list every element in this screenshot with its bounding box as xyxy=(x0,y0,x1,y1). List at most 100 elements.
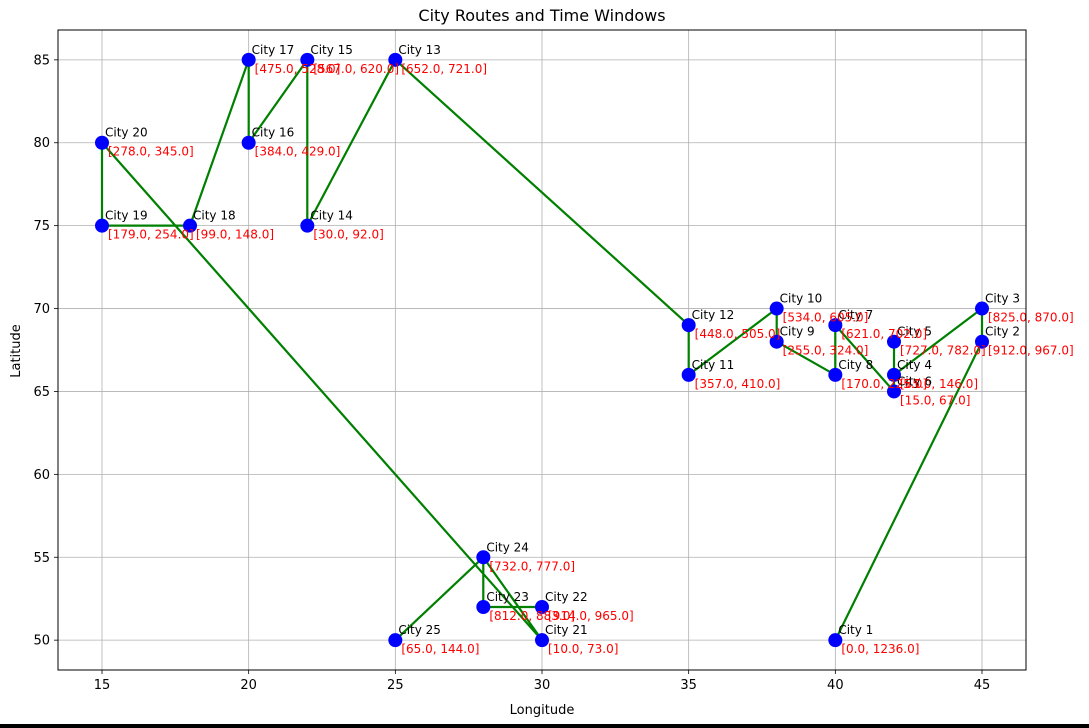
time-window-label: [30.0, 92.0] xyxy=(313,228,383,242)
x-axis-label: Longitude xyxy=(510,703,575,718)
time-window-label: [170.0, 225.0] xyxy=(841,377,927,391)
city-point xyxy=(241,52,256,67)
time-window-label: [357.0, 410.0] xyxy=(695,377,781,391)
city-point xyxy=(887,384,901,399)
city-point xyxy=(300,52,315,67)
time-window-label: [0.0, 1236.0] xyxy=(841,642,919,656)
city-points xyxy=(95,52,989,648)
time-window-label: [825.0, 870.0] xyxy=(988,311,1074,325)
city-point xyxy=(95,218,109,233)
city-point xyxy=(769,301,784,316)
city-point xyxy=(975,301,989,316)
city-name-label: City 25 xyxy=(398,623,441,637)
city-name-label: City 7 xyxy=(838,308,873,322)
time-window-label: [448.0, 505.0] xyxy=(695,327,781,341)
city-point xyxy=(975,334,989,349)
city-point xyxy=(183,218,197,233)
y-tick-label: 50 xyxy=(33,634,50,649)
time-window-label: [812.0, 883.0] xyxy=(489,609,575,623)
chart-title: City Routes and Time Windows xyxy=(418,6,665,25)
y-tick-label: 65 xyxy=(33,385,50,400)
city-name-label: City 12 xyxy=(692,308,735,322)
route-line xyxy=(394,556,485,642)
city-name-label: City 10 xyxy=(780,292,823,306)
city-point xyxy=(887,334,901,349)
time-window-label: [534.0, 605.0] xyxy=(783,311,869,325)
city-name-label: City 11 xyxy=(692,358,735,372)
city-name-label: City 23 xyxy=(486,590,529,604)
x-tick-label: 25 xyxy=(387,678,404,693)
time-window-label: [912.0, 967.0] xyxy=(988,344,1074,358)
time-window-label: [475.0, 528.0] xyxy=(255,62,341,76)
time-window-label: [384.0, 429.0] xyxy=(255,145,341,159)
city-name-label: City 13 xyxy=(398,43,441,57)
city-point xyxy=(300,218,315,233)
grid-lines xyxy=(58,30,1026,670)
x-tick-label: 20 xyxy=(240,678,257,693)
axis-ticks: 15 20 25 30 35 40 45 50 55 60 65 70 75 80 85 xyxy=(33,53,990,693)
x-tick-label: 15 xyxy=(94,678,111,693)
city-point xyxy=(535,633,549,648)
y-tick-label: 75 xyxy=(33,219,50,234)
time-window-label: [99.0, 148.0] xyxy=(196,228,274,242)
city-name-label: City 15 xyxy=(310,43,353,57)
city-labels: City 1 [0.0, 1236.0] City 2 [912.0, 967.0] C… xyxy=(105,43,1074,656)
city-point xyxy=(241,135,256,150)
time-window-label: [727.0, 782.0] xyxy=(900,344,986,358)
city-point xyxy=(388,52,403,67)
time-window-label: [278.0, 345.0] xyxy=(108,145,194,159)
city-point xyxy=(476,550,491,565)
x-tick-label: 40 xyxy=(827,678,844,693)
time-window-label: [65.0, 146.0] xyxy=(900,377,978,391)
time-window-label: [179.0, 254.0] xyxy=(108,228,194,242)
city-point xyxy=(535,599,549,614)
city-point xyxy=(828,318,843,333)
city-name-label: City 21 xyxy=(545,623,588,637)
y-tick-label: 60 xyxy=(33,468,50,483)
time-window-label: [567.0, 620.0] xyxy=(313,62,399,76)
time-window-label: [732.0, 777.0] xyxy=(489,559,575,573)
city-point xyxy=(476,599,491,614)
time-window-label: [621.0, 702.0] xyxy=(841,327,927,341)
city-name-label: City 24 xyxy=(486,540,529,554)
city-point xyxy=(828,633,843,648)
time-window-label: [914.0, 965.0] xyxy=(548,609,634,623)
time-window-label: [15.0, 67.0] xyxy=(900,393,970,407)
city-name-label: City 18 xyxy=(193,209,236,223)
city-point xyxy=(828,367,843,382)
city-name-label: City 8 xyxy=(838,358,873,372)
city-point xyxy=(681,318,696,333)
city-name-label: City 2 xyxy=(985,325,1020,339)
city-point xyxy=(95,135,109,150)
city-name-label: City 14 xyxy=(310,209,353,223)
y-tick-label: 55 xyxy=(33,551,50,566)
city-point xyxy=(681,367,696,382)
city-point xyxy=(887,367,901,382)
city-name-label: City 16 xyxy=(252,126,295,140)
city-name-label: City 1 xyxy=(838,623,873,637)
city-name-label: City 5 xyxy=(897,325,932,339)
city-name-label: City 17 xyxy=(252,43,295,57)
city-name-label: City 9 xyxy=(780,325,815,339)
y-axis-label: Latitude xyxy=(9,324,24,378)
y-tick-label: 70 xyxy=(33,302,50,317)
city-name-label: City 3 xyxy=(985,292,1020,306)
city-point xyxy=(769,334,784,349)
time-window-label: [10.0, 73.0] xyxy=(548,642,618,656)
x-tick-label: 35 xyxy=(680,678,697,693)
time-window-label: [255.0, 324.0] xyxy=(783,344,869,358)
city-point xyxy=(388,633,403,648)
city-name-label: City 20 xyxy=(105,126,148,140)
city-name-label: City 22 xyxy=(545,590,588,604)
time-window-label: [652.0, 721.0] xyxy=(401,62,487,76)
bottom-rule xyxy=(0,724,1089,728)
x-tick-label: 45 xyxy=(974,678,991,693)
time-window-label: [65.0, 144.0] xyxy=(401,642,479,656)
city-name-label: City 4 xyxy=(897,358,932,372)
x-tick-label: 30 xyxy=(534,678,551,693)
y-tick-label: 80 xyxy=(33,136,50,151)
city-name-label: City 19 xyxy=(105,209,148,223)
city-name-label: City 6 xyxy=(897,374,932,388)
